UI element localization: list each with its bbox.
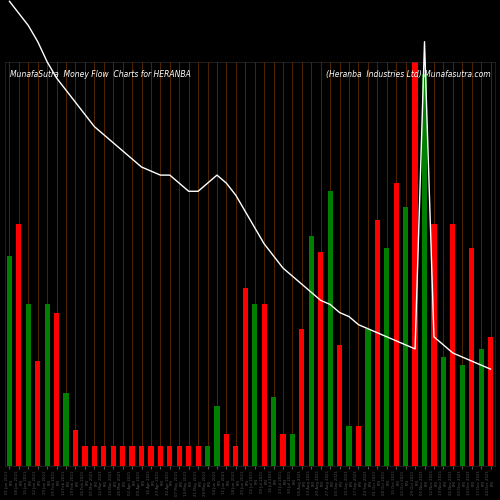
Bar xyxy=(394,183,399,466)
Bar xyxy=(176,446,182,466)
Bar xyxy=(432,224,436,466)
Bar xyxy=(280,434,285,466)
Text: MunafaSutra  Money Flow  Charts for HERANBA: MunafaSutra Money Flow Charts for HERANB… xyxy=(10,70,190,79)
Bar xyxy=(205,446,210,466)
Bar xyxy=(366,328,370,466)
Bar xyxy=(73,430,78,466)
Bar xyxy=(101,446,106,466)
Bar xyxy=(242,288,248,466)
Bar xyxy=(130,446,134,466)
Bar xyxy=(7,256,12,466)
Bar xyxy=(422,74,427,466)
Bar xyxy=(54,312,59,466)
Bar xyxy=(478,349,484,466)
Bar xyxy=(469,248,474,466)
Bar xyxy=(44,304,50,466)
Bar xyxy=(318,252,324,466)
Bar xyxy=(384,248,390,466)
Bar xyxy=(346,426,352,466)
Text: (Heranba  Industries Ltd) Munafasutra.com: (Heranba Industries Ltd) Munafasutra.com xyxy=(326,70,490,79)
Bar xyxy=(16,224,21,466)
Bar xyxy=(488,337,493,466)
Bar xyxy=(375,220,380,466)
Bar xyxy=(300,328,304,466)
Bar xyxy=(403,208,408,466)
Bar xyxy=(252,304,258,466)
Bar xyxy=(234,446,238,466)
Bar xyxy=(158,446,163,466)
Bar xyxy=(148,446,154,466)
Bar xyxy=(356,426,361,466)
Bar xyxy=(441,357,446,466)
Bar xyxy=(64,394,68,466)
Bar xyxy=(139,446,144,466)
Bar xyxy=(82,446,87,466)
Bar xyxy=(214,406,220,466)
Bar xyxy=(196,446,200,466)
Bar xyxy=(328,192,333,466)
Bar xyxy=(224,434,229,466)
Bar xyxy=(412,62,418,466)
Bar xyxy=(110,446,116,466)
Bar xyxy=(186,446,192,466)
Bar xyxy=(271,398,276,466)
Bar xyxy=(460,365,465,466)
Bar xyxy=(167,446,172,466)
Bar xyxy=(290,434,295,466)
Bar xyxy=(92,446,97,466)
Bar xyxy=(120,446,125,466)
Bar xyxy=(337,345,342,466)
Bar xyxy=(308,236,314,466)
Bar xyxy=(262,304,266,466)
Bar xyxy=(35,361,40,466)
Bar xyxy=(450,224,456,466)
Bar xyxy=(26,304,31,466)
